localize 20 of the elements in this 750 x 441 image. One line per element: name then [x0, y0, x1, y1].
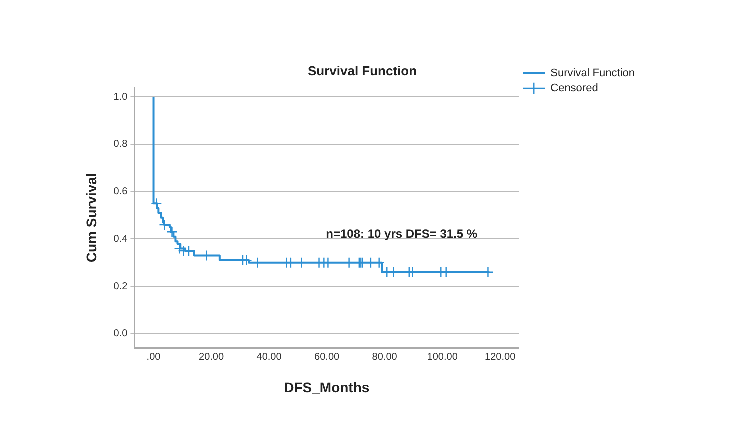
annotation: n=108: 10 yrs DFS= 31.5 % — [326, 227, 478, 242]
y-tick-label: 1.0 — [114, 92, 128, 103]
x-tick-label: 80.00 — [372, 352, 398, 363]
y-tick-label: 0.6 — [114, 186, 128, 198]
y-tick-label: 0.2 — [114, 281, 128, 292]
x-tick-label: 40.00 — [256, 352, 282, 363]
legend-label: Survival Function — [550, 68, 636, 80]
y-tick-label: 0.8 — [114, 139, 128, 150]
y-axis-title: Cum Survival — [83, 173, 100, 263]
x-tick-label: 100.00 — [427, 352, 458, 363]
x-tick-label: 60.00 — [314, 352, 340, 363]
y-tick-label: 0.4 — [114, 234, 128, 245]
y-tick-label: 0.0 — [114, 328, 128, 340]
x-axis-title: DFS_Months — [284, 379, 370, 396]
legend-label: Censored — [550, 82, 598, 95]
x-tick-label: .00 — [146, 352, 162, 363]
x-tick-label: 20.00 — [199, 352, 224, 363]
x-tick-label: 120.00 — [485, 352, 516, 363]
point — [166, 226, 178, 238]
chart-title: Survival Function — [308, 63, 418, 78]
